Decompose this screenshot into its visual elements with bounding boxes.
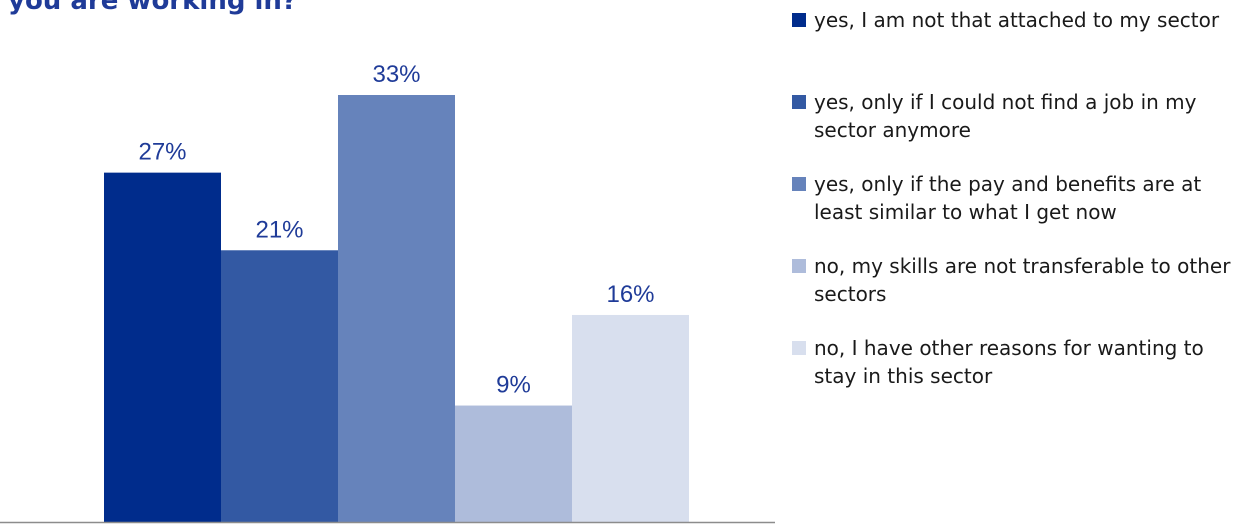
data-label-4: 9% [496, 372, 531, 399]
legend-item-5: no, I have other reasons for wanting to … [792, 334, 1242, 390]
legend-swatch-1 [792, 13, 806, 27]
legend-item-3: yes, only if the pay and benefits are at… [792, 170, 1242, 226]
bar-1 [104, 172, 221, 523]
bar-5 [572, 314, 689, 522]
legend-swatch-4 [792, 259, 806, 273]
legend-item-1: yes, I am not that attached to my sector [792, 6, 1242, 62]
legend-label-1: yes, I am not that attached to my sector [814, 8, 1220, 32]
bar-3 [338, 95, 455, 522]
bar-4 [455, 405, 572, 522]
legend-swatch-3 [792, 177, 806, 191]
legend-label-2: yes, only if I could not find a job in m… [814, 90, 1197, 142]
data-label-2: 21% [255, 216, 303, 243]
data-label-5: 16% [606, 281, 654, 308]
chart-title: you are working in? [8, 0, 298, 16]
legend-label-3: yes, only if the pay and benefits are at… [814, 172, 1202, 224]
legend-label-5: no, I have other reasons for wanting to … [814, 336, 1204, 388]
data-label-3: 33% [372, 61, 420, 88]
legend-swatch-5 [792, 341, 806, 355]
data-label-1: 27% [138, 139, 186, 166]
legend-item-2: yes, only if I could not find a job in m… [792, 88, 1242, 144]
legend-item-4: no, my skills are not transferable to ot… [792, 252, 1242, 308]
bar-chart: 27% 21% 33% 9% 16% [0, 61, 775, 524]
legend-label-4: no, my skills are not transferable to ot… [814, 254, 1231, 306]
bar-2 [221, 250, 338, 523]
legend: yes, I am not that attached to my sector… [792, 6, 1242, 416]
legend-swatch-2 [792, 95, 806, 109]
